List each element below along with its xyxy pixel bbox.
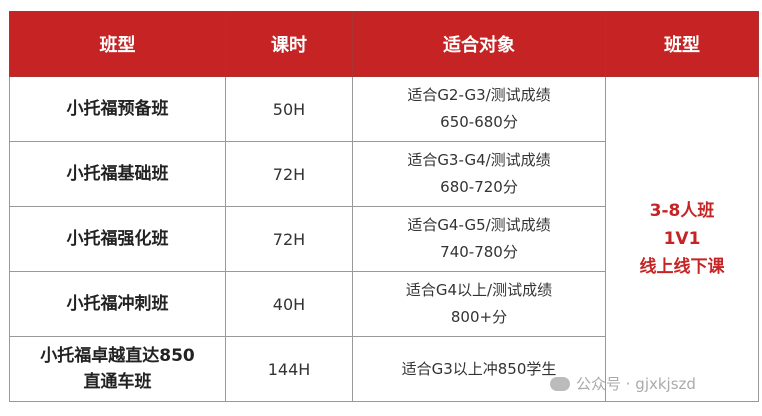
- header-row: 班型 课时 适合对象 班型: [9, 11, 759, 77]
- course-target: 适合G4-G5/测试成绩 740-780分: [352, 206, 606, 272]
- target-line: 800+分: [450, 308, 508, 326]
- course-name: 小托福预备班: [9, 76, 226, 142]
- watermark-text: 公众号 · gjxkjszd: [576, 375, 696, 393]
- table-row: 小托福强化班 72H 适合G4-G5/测试成绩 740-780分: [9, 206, 759, 272]
- header-class: 班型: [9, 11, 226, 77]
- course-hours: 40H: [225, 271, 353, 337]
- course-name: 小托福基础班: [9, 141, 226, 207]
- target-line: 适合G4-G5/测试成绩: [407, 216, 551, 234]
- name-line: 直通车班: [83, 372, 152, 392]
- name-line: 小托福卓越直达850: [40, 346, 195, 366]
- watermark: 公众号 · gjxkjszd: [550, 373, 696, 394]
- course-name: 小托福强化班: [9, 206, 226, 272]
- course-name: 小托福卓越直达850 直通车班: [9, 336, 226, 402]
- target-line: 680-720分: [440, 178, 518, 196]
- target-line: 适合G3-G4/测试成绩: [407, 151, 551, 169]
- course-target: 适合G3以上冲850学生: [352, 336, 606, 402]
- header-target: 适合对象: [352, 11, 606, 77]
- course-target: 适合G4以上/测试成绩 800+分: [352, 271, 606, 337]
- wechat-icon: [550, 376, 570, 391]
- header-hours: 课时: [225, 11, 353, 77]
- class-type-cell: 3-8人班 1V1 线上线下课: [605, 76, 759, 402]
- target-line: 740-780分: [440, 243, 518, 261]
- course-hours: 144H: [225, 336, 353, 402]
- course-name: 小托福冲刺班: [9, 271, 226, 337]
- header-type: 班型: [605, 11, 759, 77]
- course-hours: 72H: [225, 141, 353, 207]
- target-line: 适合G2-G3/测试成绩: [407, 86, 551, 104]
- table-row: 小托福基础班 72H 适合G3-G4/测试成绩 680-720分: [9, 141, 759, 207]
- target-line: 650-680分: [440, 113, 518, 131]
- course-table: 班型 课时 适合对象 班型 小托福预备班 50H 适合G2-G3/测试成绩 650…: [9, 11, 759, 402]
- course-target: 适合G3-G4/测试成绩 680-720分: [352, 141, 606, 207]
- course-hours: 50H: [225, 76, 353, 142]
- class-type-1v1: 1V1: [663, 229, 701, 249]
- table-row: 小托福预备班 50H 适合G2-G3/测试成绩 650-680分 3-8人班 1V1…: [9, 76, 759, 402]
- table-row: 小托福冲刺班 40H 适合G4以上/测试成绩 800+分: [9, 271, 759, 337]
- course-target: 适合G2-G3/测试成绩 650-680分: [352, 76, 606, 142]
- class-type-mode: 线上线下课: [639, 257, 725, 277]
- target-line: 适合G4以上/测试成绩: [405, 281, 553, 299]
- table-row: 小托福卓越直达850 直通车班 144H 适合G3以上冲850学生: [9, 336, 759, 402]
- class-type-size: 3-8人班: [649, 201, 715, 221]
- course-hours: 72H: [225, 206, 353, 272]
